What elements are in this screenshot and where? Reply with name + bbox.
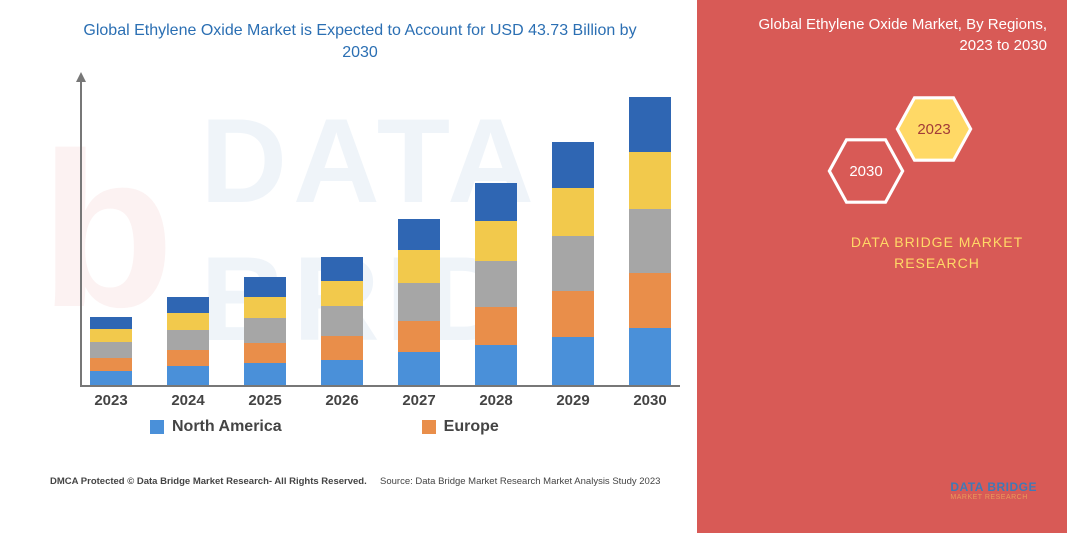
bar-segment [90,329,132,342]
x-tick-label: 2030 [629,392,671,409]
bar-segment [167,313,209,330]
x-tick-label: 2028 [475,392,517,409]
bar-column [398,219,440,385]
bar-segment [321,281,363,306]
bar-column [244,277,286,385]
x-labels: 2023 2024 2025 2026 2027 2028 2029 2030 [90,392,680,409]
bar-column [629,97,671,385]
bar-segment [552,236,594,291]
bar-segment [321,336,363,360]
legend: North America Europe [150,418,630,436]
bar-segment [398,283,440,321]
bar-column [90,317,132,385]
bar-segment [167,297,209,313]
bar-segment [167,350,209,366]
bar-segment [90,342,132,358]
logo-line2: MARKET RESEARCH [950,494,1037,501]
x-tick-label: 2026 [321,392,363,409]
bar-segment [552,337,594,385]
bar-segment [321,360,363,385]
hexagon-label: 2030 [849,163,882,180]
bar-segment [629,273,671,328]
bar-segment [244,318,286,343]
chart-area: Global Ethylene Oxide Market is Expected… [0,0,740,500]
bar-segment [629,97,671,152]
bar-segment [90,358,132,371]
bar-column [552,142,594,385]
bar-segment [552,142,594,188]
logo-line1: DATA BRIDGE [950,480,1037,494]
bar-segment [475,307,517,345]
bar-segment [629,209,671,273]
x-tick-label: 2027 [398,392,440,409]
x-tick-label: 2024 [167,392,209,409]
legend-label: North America [172,418,282,436]
page-root: b DATA BRID Global Ethylene Oxide Market… [0,0,1067,533]
x-axis [80,385,680,387]
bar-segment [167,366,209,385]
bar-segment [475,261,517,307]
bar-column [321,257,363,385]
footer-copyright: DMCA Protected © Data Bridge Market Rese… [50,476,367,487]
bar-segment [552,188,594,236]
bar-segment [398,352,440,385]
bar-segment [475,221,517,261]
bar-segment [629,152,671,209]
bar-segment [244,343,286,363]
bar-segment [244,277,286,297]
x-tick-label: 2029 [552,392,594,409]
bar-segment [244,297,286,318]
y-axis [80,80,82,385]
hexagon-2030: 2030 [827,137,905,205]
mini-logo: b DATA BRIDGE MARKET RESEARCH [925,477,1037,503]
legend-item-na: North America [150,418,282,436]
bar-segment [90,371,132,385]
side-brand-text: DATA BRIDGE MARKET RESEARCH [827,232,1047,274]
bar-segment [398,250,440,283]
chart-title: Global Ethylene Oxide Market is Expected… [80,20,640,63]
bar-segment [552,291,594,337]
hexagon-2023: 2023 [895,95,973,163]
bar-segment [321,257,363,281]
bar-segment [167,330,209,350]
bar-segment [398,219,440,250]
bar-segment [90,317,132,329]
bars-container [90,85,680,385]
logo-mark-icon: b [925,477,945,503]
x-tick-label: 2023 [90,392,132,409]
side-panel-content: Global Ethylene Oxide Market, By Regions… [697,0,1067,533]
legend-swatch-icon [422,420,436,434]
bar-column [475,183,517,385]
legend-label: Europe [444,418,499,436]
x-tick-label: 2025 [244,392,286,409]
bar-segment [475,183,517,221]
bar-column [167,297,209,385]
hexagon-label: 2023 [917,121,950,138]
side-title: Global Ethylene Oxide Market, By Regions… [757,14,1047,56]
bar-segment [321,306,363,336]
bar-segment [475,345,517,385]
legend-swatch-icon [150,420,164,434]
bar-segment [398,321,440,352]
hexagon-group: 2030 2023 [827,95,1027,235]
bar-segment [244,363,286,385]
bar-segment [629,328,671,385]
side-panel: Global Ethylene Oxide Market, By Regions… [697,0,1067,533]
footer-source: Source: Data Bridge Market Research Mark… [380,476,660,487]
logo-text: DATA BRIDGE MARKET RESEARCH [950,480,1037,501]
legend-item-eu: Europe [422,418,499,436]
